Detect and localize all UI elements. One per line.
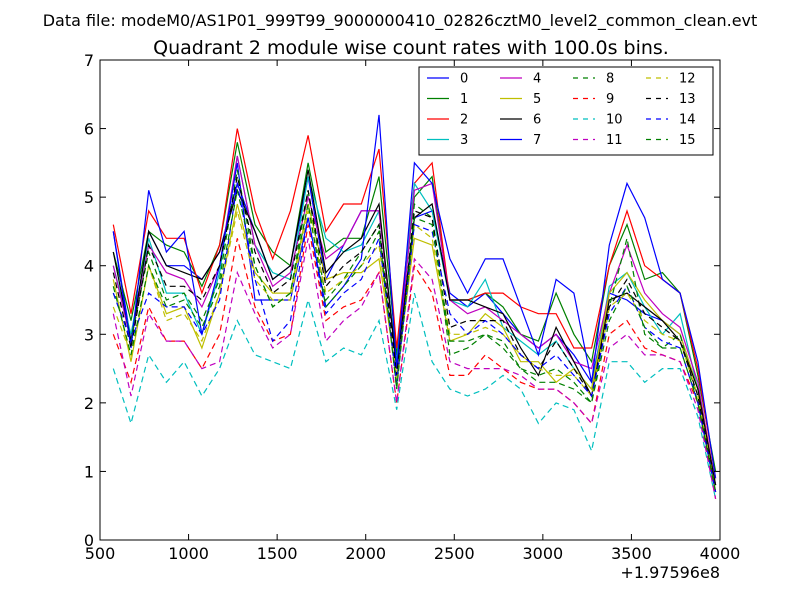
series-line-1 bbox=[112, 142, 717, 472]
legend-label-13: 13 bbox=[679, 92, 696, 107]
legend-label-14: 14 bbox=[679, 113, 696, 128]
legend-label-9: 9 bbox=[606, 92, 614, 107]
series-line-9 bbox=[112, 224, 717, 500]
series-line-10 bbox=[112, 292, 717, 500]
y-tick-label: 2 bbox=[84, 394, 94, 413]
legend-label-8: 8 bbox=[606, 72, 614, 87]
series-line-5 bbox=[112, 203, 717, 486]
series-line-13 bbox=[112, 176, 717, 493]
legend-label-10: 10 bbox=[606, 113, 623, 128]
legend-label-3: 3 bbox=[460, 133, 468, 148]
legend-label-4: 4 bbox=[533, 72, 541, 87]
x-tick-label: 4000 bbox=[700, 544, 741, 563]
legend-label-7: 7 bbox=[533, 133, 541, 148]
legend-label-12: 12 bbox=[679, 72, 696, 87]
series-line-0 bbox=[112, 176, 717, 486]
x-tick-label: 3000 bbox=[522, 544, 563, 563]
y-tick-label: 1 bbox=[84, 462, 94, 481]
series-layer bbox=[112, 114, 717, 500]
x-tick-label: 1000 bbox=[168, 544, 209, 563]
plot-frame bbox=[99, 59, 721, 541]
legend-label-2: 2 bbox=[460, 113, 468, 128]
y-tick-label: 5 bbox=[84, 188, 94, 207]
y-tick-label: 4 bbox=[84, 257, 94, 276]
y-tick-label: 0 bbox=[84, 531, 94, 550]
x-tick-label: 1500 bbox=[257, 544, 298, 563]
y-tick-label: 7 bbox=[84, 51, 94, 70]
series-line-7 bbox=[112, 114, 717, 479]
chart-title: Quadrant 2 module wise count rates with … bbox=[153, 37, 669, 59]
series-line-12 bbox=[112, 210, 717, 493]
series-line-4 bbox=[112, 155, 717, 486]
series-line-8 bbox=[112, 169, 717, 493]
x-tick-label: 2500 bbox=[434, 544, 475, 563]
legend-label-0: 0 bbox=[460, 72, 468, 87]
x-tick-label: 3500 bbox=[611, 544, 652, 563]
series-line-11 bbox=[112, 238, 717, 500]
legend-label-5: 5 bbox=[533, 92, 541, 107]
x-tick-label: 500 bbox=[85, 544, 116, 563]
x-axis-offset-label: +1.97596e8 bbox=[620, 563, 720, 582]
legend-label-1: 1 bbox=[460, 92, 468, 107]
legend-label-6: 6 bbox=[533, 113, 541, 128]
y-tick-label: 6 bbox=[84, 120, 94, 139]
x-tick-label: 2000 bbox=[345, 544, 386, 563]
legend-label-15: 15 bbox=[679, 133, 696, 148]
data-file-label: Data file: modeM0/AS1P01_999T99_90000004… bbox=[43, 11, 758, 31]
legend-label-11: 11 bbox=[606, 133, 623, 148]
series-line-14 bbox=[112, 183, 717, 493]
y-tick-label: 3 bbox=[84, 325, 94, 344]
legend-box bbox=[418, 66, 714, 156]
series-line-15 bbox=[112, 190, 717, 493]
